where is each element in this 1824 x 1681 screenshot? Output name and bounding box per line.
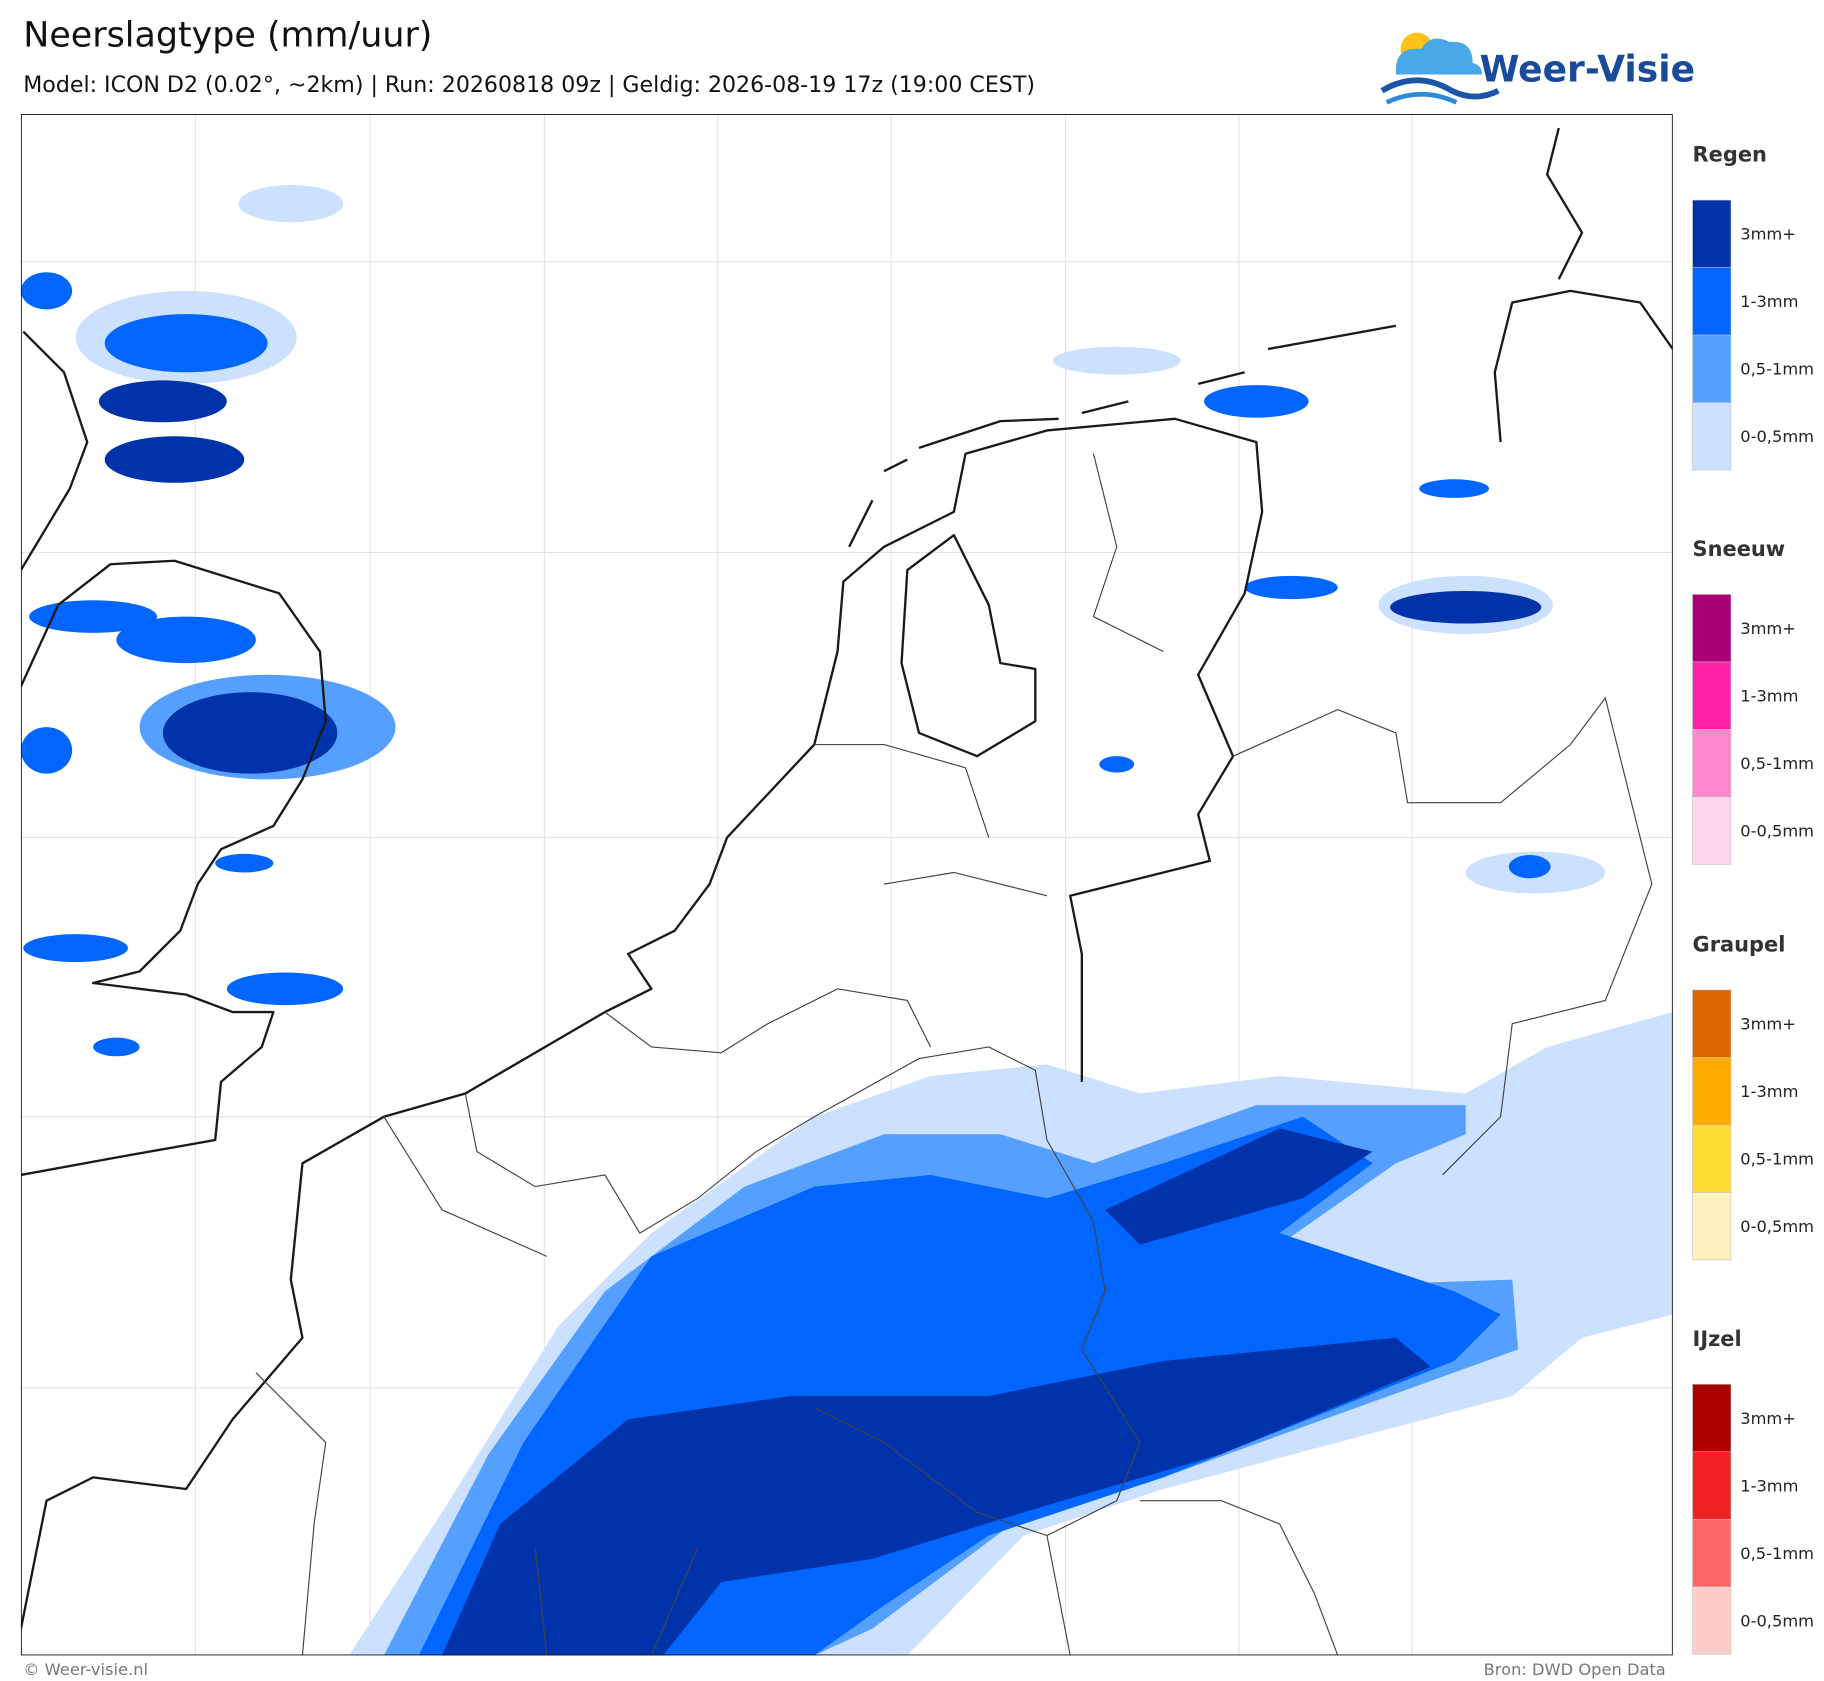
footer-right: Bron: DWD Open Data [1484, 1660, 1666, 1679]
precipitation [20, 185, 1673, 1656]
legend-label: 3mm+ [1740, 619, 1796, 638]
legend-label: 0,5-1mm [1740, 1544, 1814, 1563]
legend-label: 0,5-1mm [1740, 1149, 1814, 1168]
title: Neerslagtype (mm/uur) [23, 16, 432, 56]
legend-title: Graupel [1693, 933, 1786, 957]
logo: Weer-Visie [1380, 32, 1695, 105]
legend-label: 0,5-1mm [1740, 360, 1814, 379]
legend-swatch [1692, 729, 1732, 798]
legend-swatch [1692, 402, 1732, 471]
legend-swatch [1692, 796, 1732, 865]
legend-swatch [1692, 334, 1732, 403]
subtitle: Model: ICON D2 (0.02°, ~2km) | Run: 2026… [23, 72, 1035, 98]
legend-label: 0-0,5mm [1740, 821, 1814, 840]
legend-label: 3mm+ [1740, 1015, 1796, 1034]
legend-title: Sneeuw [1693, 537, 1786, 561]
footer-left: © Weer-visie.nl [23, 1660, 148, 1679]
legend-swatch [1692, 1451, 1732, 1520]
legend-title: IJzel [1693, 1327, 1742, 1351]
legend-label: 1-3mm [1740, 1476, 1798, 1495]
legend-swatch [1692, 1124, 1732, 1193]
legend-label: 0,5-1mm [1740, 754, 1814, 773]
legend-label: 3mm+ [1740, 1409, 1796, 1428]
legend-label: 0-0,5mm [1740, 1217, 1814, 1236]
legend-swatch [1692, 1192, 1732, 1261]
map [20, 114, 1673, 1656]
coastlines [20, 127, 1673, 1629]
legend: Regen 3mm+ 1-3mm 0,5-1mm 0-0,5mm Sneeuw 3mm+ 1-… [1692, 143, 1814, 1655]
logo-text: Weer-Visie [1480, 48, 1695, 90]
legend-swatch [1692, 199, 1732, 268]
legend-title: Regen [1693, 143, 1767, 167]
legend-swatch [1692, 1586, 1732, 1655]
legend-label: 0-0,5mm [1740, 1611, 1814, 1630]
legend-label: 1-3mm [1740, 292, 1798, 311]
legend-swatch [1692, 661, 1732, 730]
legend-label: 1-3mm [1740, 1082, 1798, 1101]
legend-label: 1-3mm [1740, 686, 1798, 705]
borders [255, 453, 1653, 1656]
legend-label: 3mm+ [1740, 225, 1796, 244]
legend-swatch [1692, 1057, 1732, 1126]
legend-swatch [1692, 1384, 1732, 1453]
legend-swatch [1692, 1518, 1732, 1588]
legend-swatch [1692, 267, 1732, 336]
legend-swatch [1692, 989, 1732, 1058]
legend-swatch [1692, 594, 1732, 663]
legend-label: 0-0,5mm [1740, 427, 1814, 446]
